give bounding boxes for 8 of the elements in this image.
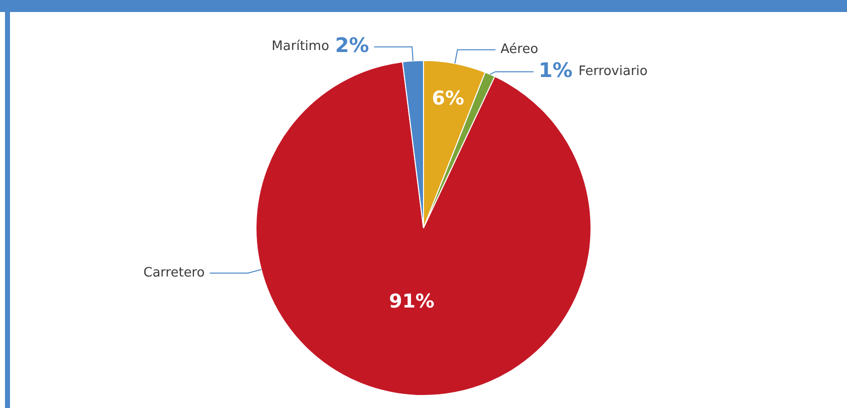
data-label: 6% — [432, 88, 464, 110]
slice-label: Carretero — [143, 266, 205, 281]
data-label: 91% — [388, 290, 434, 312]
slice-label: Aéreo — [500, 42, 538, 58]
data-label: 2% — [335, 33, 370, 58]
slice-label: Ferroviario — [578, 64, 648, 80]
data-label: 1% — [538, 58, 573, 82]
slice-label: Marítimo — [272, 39, 330, 54]
